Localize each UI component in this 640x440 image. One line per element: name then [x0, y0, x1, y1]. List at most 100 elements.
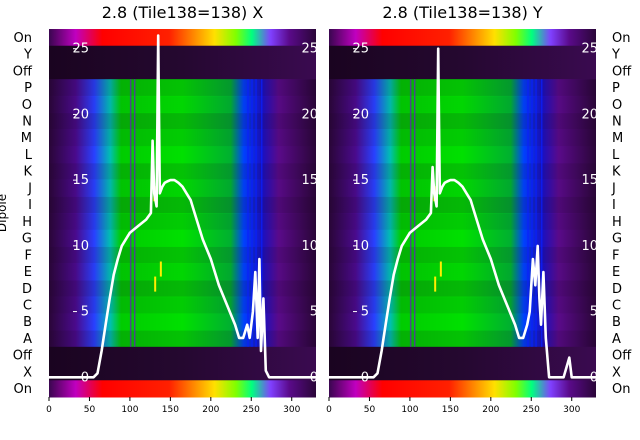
- heatmap-marker: [439, 261, 442, 277]
- row-label-p: P: [24, 81, 32, 96]
- overlay-tick-label-right: 10: [581, 239, 598, 254]
- heatmap-row-e: [49, 263, 316, 281]
- row-label-i: I: [28, 198, 32, 213]
- heatmap-row-y: [329, 45, 596, 63]
- x-tick-label: 150: [442, 405, 459, 415]
- overlay-line: [49, 34, 316, 379]
- row-label-h: H: [22, 215, 32, 230]
- row-label-off: Off: [612, 349, 632, 364]
- heatmap-row-m: [49, 129, 316, 147]
- heatmap-streak: [413, 79, 416, 347]
- row-label-d: D: [612, 282, 622, 297]
- heatmap-row-p: [329, 79, 596, 97]
- overlay-tick-label-right: 0: [590, 370, 598, 385]
- heatmap-streak: [531, 79, 533, 347]
- row-label-o: O: [612, 98, 622, 113]
- row-label-e: E: [612, 265, 620, 280]
- overlay-tick-label-right: 15: [581, 173, 598, 188]
- overlay-tick-label: 20: [72, 107, 89, 122]
- heatmap-row-k: [49, 162, 316, 181]
- heatmap-row-b: [49, 313, 316, 331]
- row-label-b: B: [612, 315, 621, 330]
- heatmap-row-n: [329, 112, 596, 130]
- row-label-a: A: [612, 332, 621, 347]
- row-label-y: Y: [23, 48, 32, 63]
- row-label-g: G: [612, 232, 622, 247]
- row-label-a: A: [23, 332, 32, 347]
- heatmap-row-l: [329, 146, 596, 164]
- row-label-c: C: [23, 299, 32, 314]
- x-tick-label: 300: [563, 405, 580, 415]
- row-label-g: G: [22, 232, 32, 247]
- heatmap-row-y: [49, 45, 316, 63]
- heatmap-row-f: [49, 246, 316, 264]
- overlay-tick-label-right: 15: [301, 173, 318, 188]
- heatmap-row-m: [329, 129, 596, 147]
- row-label-x: X: [612, 365, 621, 380]
- heatmap-row-o: [49, 95, 316, 114]
- heatmap-row-on: [49, 29, 316, 47]
- x-tick-label: 0: [46, 405, 52, 415]
- heatmap-row-a: [49, 330, 316, 348]
- x-tick-label: 250: [243, 405, 260, 415]
- overlay-line: [329, 47, 596, 379]
- row-label-e: E: [24, 265, 32, 280]
- row-label-off: Off: [13, 349, 33, 364]
- heatmap-row-g: [49, 229, 316, 247]
- heatmap-row-c: [49, 296, 316, 314]
- x-tick-label: 0: [326, 405, 332, 415]
- x-tick-label: 50: [84, 405, 96, 415]
- row-label-off: Off: [612, 64, 632, 79]
- heatmap-row-g: [329, 229, 596, 247]
- overlay-tick-label-right: 10: [301, 239, 318, 254]
- overlay-tick-label-right: 0: [310, 370, 318, 385]
- heatmap-row-h: [49, 213, 316, 231]
- heatmap-row-l: [49, 146, 316, 164]
- overlay-tick-label: 20: [352, 107, 369, 122]
- row-label-m: M: [612, 131, 623, 146]
- row-label-off: Off: [13, 64, 33, 79]
- overlay-tick-label-right: 5: [590, 305, 598, 320]
- heatmap-streak: [133, 79, 136, 347]
- overlay-tick-label: 5: [81, 305, 89, 320]
- overlay-tick-label-right: 25: [581, 42, 598, 57]
- heatmap-streak: [129, 79, 132, 347]
- x-tick-label: 300: [283, 405, 300, 415]
- row-label-k: K: [23, 165, 32, 180]
- row-label-l: L: [612, 148, 620, 163]
- row-label-b: B: [23, 315, 32, 330]
- x-tick-label: 200: [202, 405, 219, 415]
- chart-title: 2.8 (Tile138=138) X: [102, 3, 264, 22]
- heatmap-row-on: [329, 380, 596, 398]
- overlay-tick-label: 5: [361, 305, 369, 320]
- heatmap-row-h: [329, 213, 596, 231]
- heatmap-streak: [247, 79, 249, 347]
- heatmap-row-x: [329, 363, 596, 381]
- heatmap-row-d: [49, 279, 316, 298]
- overlay-tick-label: 25: [72, 42, 89, 57]
- heatmap-streak: [255, 79, 257, 347]
- y-axis-label: Dipole: [0, 194, 9, 232]
- x-tick-label: 100: [401, 405, 418, 415]
- overlay-tick-label: 0: [361, 370, 369, 385]
- row-label-n: N: [612, 115, 622, 130]
- row-label-d: D: [22, 282, 32, 297]
- row-label-c: C: [612, 299, 621, 314]
- heatmap-row-e: [329, 263, 596, 281]
- heatmap-marker: [434, 276, 437, 292]
- heatmap-row-p: [49, 79, 316, 97]
- overlay-tick-label-right: 25: [301, 42, 318, 57]
- overlay-tick-label: 25: [352, 42, 369, 57]
- row-label-on: On: [14, 31, 32, 46]
- row-label-x: X: [23, 365, 32, 380]
- heatmap-row-b: [329, 313, 596, 331]
- heatmap-marker: [154, 276, 157, 292]
- heatmap-row-off: [49, 346, 316, 365]
- heatmap-streak: [535, 79, 537, 347]
- heatmap-row-off: [49, 62, 316, 80]
- row-label-y: Y: [611, 48, 620, 63]
- overlay-tick-label-right: 20: [581, 107, 598, 122]
- row-label-l: L: [25, 148, 33, 163]
- overlay-tick-label: 0: [81, 370, 89, 385]
- overlay-tick-label: 10: [72, 239, 89, 254]
